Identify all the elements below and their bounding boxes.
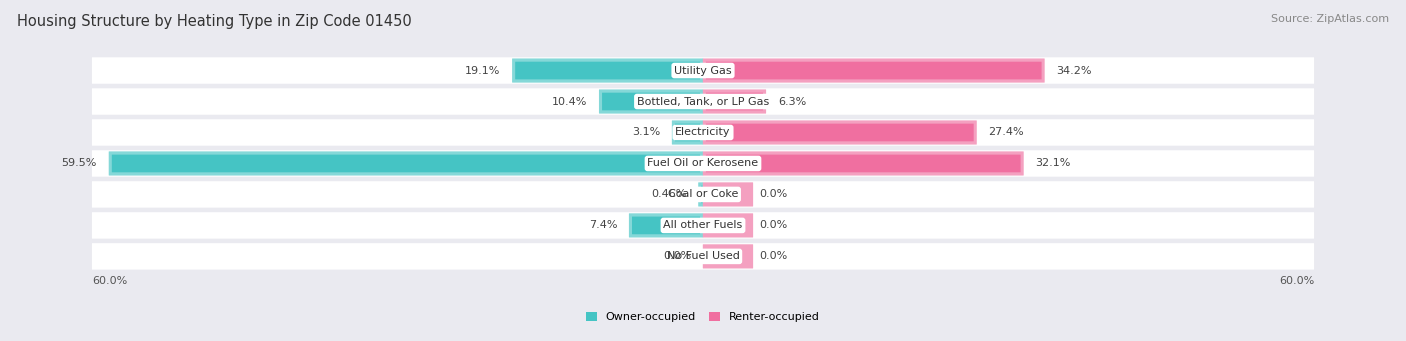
FancyBboxPatch shape	[703, 151, 1024, 176]
Text: Source: ZipAtlas.com: Source: ZipAtlas.com	[1271, 14, 1389, 24]
Text: Utility Gas: Utility Gas	[675, 65, 731, 76]
FancyBboxPatch shape	[628, 213, 703, 237]
Text: 10.4%: 10.4%	[551, 97, 588, 106]
FancyBboxPatch shape	[91, 212, 1315, 239]
FancyBboxPatch shape	[703, 120, 977, 145]
Text: All other Fuels: All other Fuels	[664, 220, 742, 231]
FancyBboxPatch shape	[91, 243, 1315, 270]
FancyBboxPatch shape	[91, 181, 1315, 208]
FancyBboxPatch shape	[512, 58, 703, 83]
FancyBboxPatch shape	[706, 124, 974, 141]
FancyBboxPatch shape	[91, 57, 1315, 84]
Text: 0.0%: 0.0%	[759, 251, 787, 262]
Text: 34.2%: 34.2%	[1056, 65, 1092, 76]
FancyBboxPatch shape	[515, 62, 700, 79]
Legend: Owner-occupied, Renter-occupied: Owner-occupied, Renter-occupied	[581, 307, 825, 327]
FancyBboxPatch shape	[633, 217, 700, 234]
Text: 27.4%: 27.4%	[988, 128, 1024, 137]
FancyBboxPatch shape	[703, 89, 766, 114]
FancyBboxPatch shape	[75, 42, 1331, 261]
Text: 3.1%: 3.1%	[631, 128, 659, 137]
FancyBboxPatch shape	[699, 182, 703, 207]
Text: 0.0%: 0.0%	[759, 190, 787, 199]
Text: 0.46%: 0.46%	[651, 190, 686, 199]
Text: Bottled, Tank, or LP Gas: Bottled, Tank, or LP Gas	[637, 97, 769, 106]
FancyBboxPatch shape	[706, 154, 1021, 172]
Text: 60.0%: 60.0%	[1279, 276, 1315, 286]
FancyBboxPatch shape	[703, 58, 1045, 83]
Text: Housing Structure by Heating Type in Zip Code 01450: Housing Structure by Heating Type in Zip…	[17, 14, 412, 29]
Text: 6.3%: 6.3%	[778, 97, 806, 106]
FancyBboxPatch shape	[91, 88, 1315, 115]
Text: Fuel Oil or Kerosene: Fuel Oil or Kerosene	[647, 159, 759, 168]
Text: 19.1%: 19.1%	[465, 65, 501, 76]
FancyBboxPatch shape	[703, 244, 754, 268]
FancyBboxPatch shape	[602, 93, 700, 110]
Text: No Fuel Used: No Fuel Used	[666, 251, 740, 262]
FancyBboxPatch shape	[672, 120, 703, 145]
FancyBboxPatch shape	[91, 150, 1315, 177]
Text: Electricity: Electricity	[675, 128, 731, 137]
FancyBboxPatch shape	[706, 93, 763, 110]
FancyBboxPatch shape	[599, 89, 703, 114]
Text: 7.4%: 7.4%	[589, 220, 617, 231]
Text: 59.5%: 59.5%	[62, 159, 97, 168]
FancyBboxPatch shape	[703, 213, 754, 237]
FancyBboxPatch shape	[91, 119, 1315, 146]
Text: 32.1%: 32.1%	[1035, 159, 1071, 168]
FancyBboxPatch shape	[706, 62, 1042, 79]
FancyBboxPatch shape	[112, 154, 700, 172]
FancyBboxPatch shape	[675, 124, 700, 141]
FancyBboxPatch shape	[108, 151, 703, 176]
Text: 0.0%: 0.0%	[759, 220, 787, 231]
Text: Coal or Coke: Coal or Coke	[668, 190, 738, 199]
FancyBboxPatch shape	[703, 182, 754, 207]
Text: 0.0%: 0.0%	[662, 251, 690, 262]
Text: 60.0%: 60.0%	[91, 276, 127, 286]
